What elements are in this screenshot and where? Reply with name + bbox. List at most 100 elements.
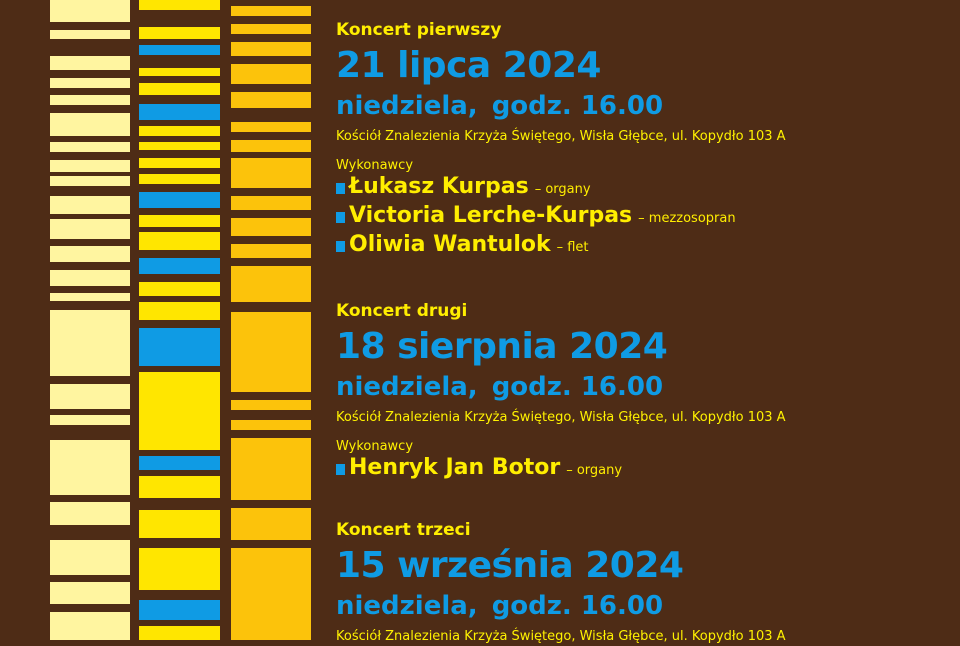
performer-item: Victoria Lerche-Kurpas – mezzosopran <box>336 203 960 232</box>
stripe-block <box>139 83 220 95</box>
stripe-block <box>231 218 311 236</box>
stripe-block <box>50 270 130 286</box>
performer-name: Victoria Lerche-Kurpas <box>349 203 633 228</box>
concert-kicker: Koncert trzeci <box>336 520 471 540</box>
bullet-square-icon <box>336 464 345 475</box>
performer-role: – organy <box>534 182 591 197</box>
stripe-block <box>139 45 220 55</box>
performers-label: Wykonawcy <box>336 439 414 454</box>
concert-1: Koncert pierwszy 21 lipca 2024 niedziela… <box>336 20 960 261</box>
performer-name: Łukasz Kurpas <box>349 174 529 199</box>
stripe-block <box>139 0 220 10</box>
stripe-block <box>231 420 311 430</box>
stripe-block <box>50 56 130 70</box>
concert-kicker: Koncert pierwszy <box>336 20 502 40</box>
stripe-block <box>139 158 220 168</box>
stripe-block <box>231 400 311 410</box>
stripe-block <box>139 174 220 184</box>
stripe-block <box>231 6 311 16</box>
stripe-block <box>231 24 311 34</box>
concert-hour: godz. 16.00 <box>491 372 664 402</box>
stripe-block <box>50 160 130 172</box>
stripe-block <box>231 508 311 540</box>
stripe-block <box>139 142 220 150</box>
performer-name: Oliwia Wantulok <box>349 232 551 257</box>
stripe-block <box>50 415 130 425</box>
stripe-block <box>231 244 311 258</box>
stripe-block <box>50 384 130 409</box>
performer-item: Oliwia Wantulok – flet <box>336 232 960 261</box>
stripe-block <box>50 0 130 22</box>
performer-item: Łukasz Kurpas – organy <box>336 174 960 203</box>
concert-day: niedziela, <box>336 591 478 621</box>
concert-3: Koncert trzeci 15 września 2024 niedziel… <box>336 520 960 646</box>
concert-date: 15 września 2024 <box>336 545 684 586</box>
concert-time: niedziela, godz. 16.00 <box>336 371 960 403</box>
stripe-block <box>139 328 220 366</box>
stripe-block <box>231 438 311 500</box>
concert-2: Koncert drugi 18 sierpnia 2024 niedziela… <box>336 301 960 484</box>
stripe-block <box>139 302 220 320</box>
stripe-block <box>139 282 220 296</box>
stripe-block <box>139 232 220 250</box>
concert-hour: godz. 16.00 <box>491 91 664 121</box>
stripe-block <box>50 246 130 262</box>
performers-label: Wykonawcy <box>336 158 414 173</box>
stripe-block <box>50 582 130 604</box>
stripe-block <box>50 502 130 525</box>
stripe-block <box>139 476 220 498</box>
concert-venue: Kościół Znalezienia Krzyża Świętego, Wis… <box>336 129 786 144</box>
concert-time: niedziela, godz. 16.00 <box>336 90 960 122</box>
stripe-block <box>231 196 311 210</box>
stripe-block <box>231 42 311 56</box>
concert-day: niedziela, <box>336 91 478 121</box>
stripe-column-1 <box>50 0 130 640</box>
performer-item: Henryk Jan Botor – organy <box>336 455 960 484</box>
stripe-block <box>50 612 130 640</box>
stripe-block <box>139 548 220 590</box>
performer-role: – flet <box>556 240 589 255</box>
concert-venue: Kościół Znalezienia Krzyża Świętego, Wis… <box>336 629 786 644</box>
stripe-column-3 <box>231 0 311 640</box>
performer-role: – organy <box>566 463 623 478</box>
stripe-block <box>231 158 311 188</box>
stripe-block <box>139 68 220 76</box>
stripe-block <box>231 64 311 84</box>
stripe-block <box>231 548 311 640</box>
concert-hour: godz. 16.00 <box>491 591 664 621</box>
stripe-block <box>231 266 311 302</box>
concert-time: niedziela, godz. 16.00 <box>336 590 960 622</box>
stripe-block <box>50 176 130 186</box>
stripe-block <box>231 312 311 392</box>
bullet-square-icon <box>336 212 345 223</box>
stripe-block <box>139 258 220 274</box>
stripe-block <box>50 95 130 105</box>
stripe-block <box>139 192 220 208</box>
bullet-square-icon <box>336 241 345 252</box>
performer-role: – mezzosopran <box>638 211 736 226</box>
stripe-block <box>231 122 311 132</box>
stripe-block <box>50 540 130 575</box>
stripe-block <box>50 78 130 88</box>
concert-date: 21 lipca 2024 <box>336 45 601 86</box>
stripe-block <box>139 27 220 39</box>
stripe-block <box>50 142 130 152</box>
concert-kicker: Koncert drugi <box>336 301 468 321</box>
stripe-block <box>50 310 130 376</box>
stripe-block <box>139 626 220 640</box>
performer-name: Henryk Jan Botor <box>349 455 561 480</box>
stripe-block <box>231 92 311 108</box>
concert-day: niedziela, <box>336 372 478 402</box>
stripe-column-2 <box>139 0 220 640</box>
stripe-block <box>50 219 130 239</box>
stripe-block <box>139 126 220 136</box>
stripe-block <box>139 510 220 538</box>
concert-date: 18 sierpnia 2024 <box>336 326 668 367</box>
stripe-block <box>50 440 130 495</box>
concert-list: Koncert pierwszy 21 lipca 2024 niedziela… <box>336 0 960 644</box>
bullet-square-icon <box>336 183 345 194</box>
stripe-block <box>139 600 220 620</box>
concert-venue: Kościół Znalezienia Krzyża Świętego, Wis… <box>336 410 786 425</box>
stripe-block <box>50 293 130 301</box>
decorative-stripes <box>0 0 320 640</box>
